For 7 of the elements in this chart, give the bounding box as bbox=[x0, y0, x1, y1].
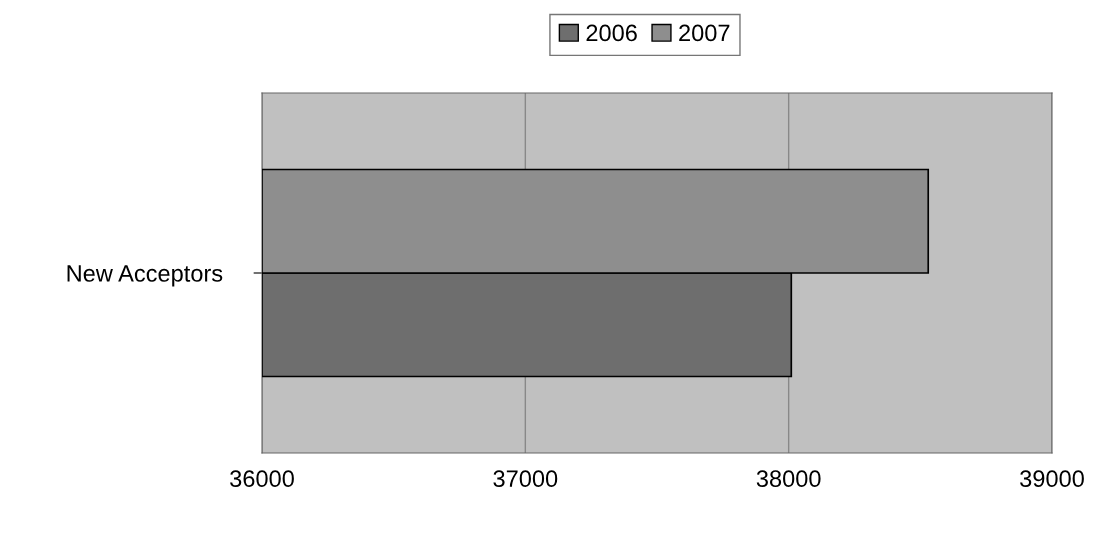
x-tick-label: 36000 bbox=[230, 470, 294, 488]
x-tick-label: 37000 bbox=[493, 470, 558, 488]
legend-label: 2007 bbox=[679, 24, 730, 42]
x-tick-label: 39000 bbox=[1020, 470, 1084, 488]
x-tick-label: 38000 bbox=[756, 470, 821, 488]
legend-label: 2006 bbox=[586, 24, 637, 42]
y-tick-label: New Acceptors bbox=[67, 265, 223, 287]
